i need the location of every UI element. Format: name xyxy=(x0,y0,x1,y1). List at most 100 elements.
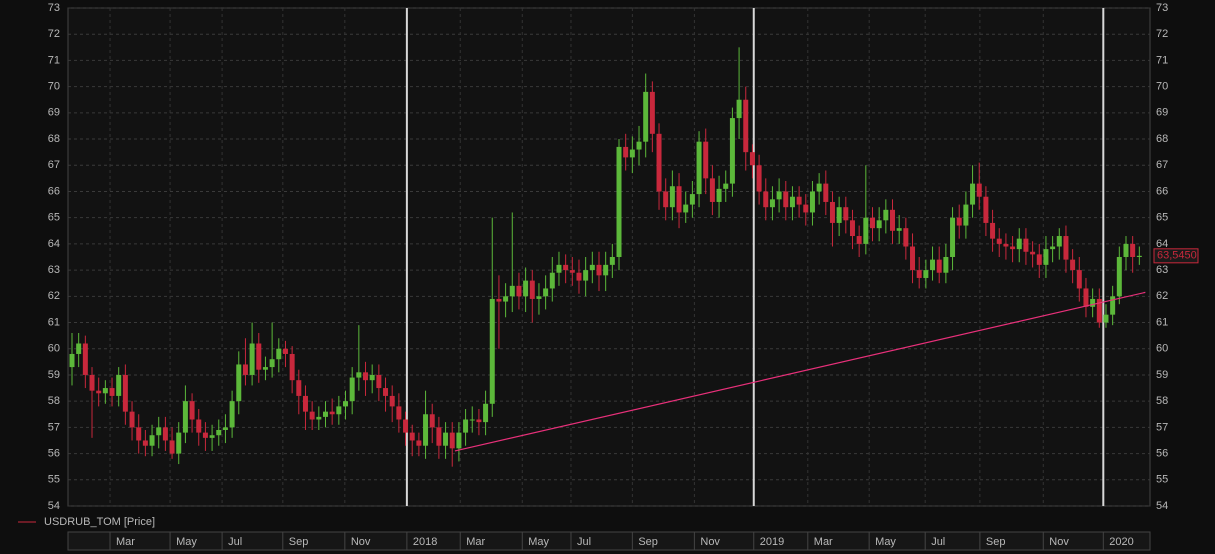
candle-body xyxy=(769,199,775,208)
candle-body xyxy=(1003,243,1009,247)
y-tick-label-right: 56 xyxy=(1156,447,1168,459)
candle-body xyxy=(663,191,669,208)
candle-body xyxy=(890,209,896,231)
candle-body xyxy=(576,272,582,281)
candle-body xyxy=(596,264,602,276)
candle-body xyxy=(910,246,916,271)
candle-body xyxy=(923,270,929,278)
x-tick-label: Sep xyxy=(638,536,658,548)
candle-body xyxy=(716,188,722,202)
candle-body xyxy=(529,280,535,299)
x-tick-label: May xyxy=(528,536,549,548)
candle-body xyxy=(749,152,755,166)
candle-body xyxy=(156,427,162,436)
candle-body xyxy=(623,146,629,158)
candle-body xyxy=(656,133,662,192)
candle-body xyxy=(182,401,188,433)
candle-body xyxy=(736,99,742,119)
candle-body xyxy=(976,183,982,197)
candle-body xyxy=(122,374,128,412)
candle-body xyxy=(883,209,889,221)
candle-body xyxy=(343,401,349,407)
candle-body xyxy=(229,401,235,428)
candle-body xyxy=(409,432,415,441)
candle-body xyxy=(816,183,822,192)
candle-body xyxy=(543,288,549,297)
x-tick-label: Mar xyxy=(116,536,135,548)
y-tick-label-right: 58 xyxy=(1156,395,1168,407)
y-tick-label-right: 69 xyxy=(1156,107,1168,119)
candle-body xyxy=(696,141,702,195)
candle-body xyxy=(743,99,749,153)
candle-body xyxy=(583,270,589,281)
y-tick-label: 59 xyxy=(48,369,60,381)
y-tick-label: 62 xyxy=(48,290,60,302)
candle-body xyxy=(843,207,849,221)
candle-body xyxy=(1103,314,1109,323)
y-tick-label: 68 xyxy=(48,133,60,145)
candle-body xyxy=(396,406,402,420)
candle-body xyxy=(369,374,375,381)
y-tick-label: 58 xyxy=(48,395,60,407)
candle-body xyxy=(289,353,295,381)
candle-body xyxy=(169,440,175,454)
candle-body xyxy=(1096,298,1102,323)
candle-body xyxy=(202,432,208,438)
candle-body xyxy=(116,374,122,396)
candle-body xyxy=(930,259,936,271)
candle-body xyxy=(363,372,369,381)
candle-body xyxy=(963,204,969,226)
candle-body xyxy=(69,353,75,368)
candle-body xyxy=(476,419,482,423)
y-tick-label: 73 xyxy=(48,2,60,14)
x-tick-label: Jul xyxy=(931,536,945,548)
candle-body xyxy=(689,194,695,205)
candle-body xyxy=(956,217,962,226)
candle-body xyxy=(1116,257,1122,297)
candle-body xyxy=(863,217,869,244)
candle-body xyxy=(443,432,449,446)
candle-body xyxy=(282,348,288,354)
candle-body xyxy=(309,411,315,420)
candle-body xyxy=(789,196,795,208)
candle-body xyxy=(849,220,855,237)
candle-body xyxy=(296,380,302,396)
last-price-box xyxy=(1153,248,1199,264)
candle-body xyxy=(603,264,609,276)
candle-body xyxy=(729,118,735,184)
candle-body xyxy=(76,343,82,354)
candle-body xyxy=(249,343,255,375)
candle-body xyxy=(383,388,389,396)
candle-body xyxy=(489,298,495,404)
candle-body xyxy=(1056,236,1062,247)
x-tick-label: Sep xyxy=(986,536,1006,548)
y-tick-label-right: 71 xyxy=(1156,54,1168,66)
candle-body xyxy=(569,270,575,273)
candle-body xyxy=(302,395,308,412)
candle-body xyxy=(983,196,989,223)
x-tick-label: Jul xyxy=(577,536,591,548)
candle-body xyxy=(329,411,335,415)
candle-body xyxy=(876,220,882,229)
y-tick-label: 61 xyxy=(48,316,60,328)
candle-body xyxy=(776,191,782,200)
legend-label: USDRUB_TOM [Price] xyxy=(44,516,155,528)
y-tick-label: 72 xyxy=(48,28,60,40)
candle-body xyxy=(449,432,455,449)
y-tick-label: 60 xyxy=(48,343,60,355)
candle-body xyxy=(356,372,362,378)
candle-body xyxy=(1110,296,1116,315)
y-tick-label: 64 xyxy=(48,238,60,250)
candle-body xyxy=(1063,236,1069,260)
candle-body xyxy=(109,388,115,396)
y-tick-label: 69 xyxy=(48,107,60,119)
candle-body xyxy=(970,183,976,205)
y-tick-label: 70 xyxy=(48,81,60,93)
candle-body xyxy=(636,141,642,150)
candle-body xyxy=(209,435,215,438)
y-tick-label-right: 70 xyxy=(1156,81,1168,93)
candle-body xyxy=(950,217,956,257)
candle-body xyxy=(616,146,622,257)
y-tick-label: 65 xyxy=(48,212,60,224)
